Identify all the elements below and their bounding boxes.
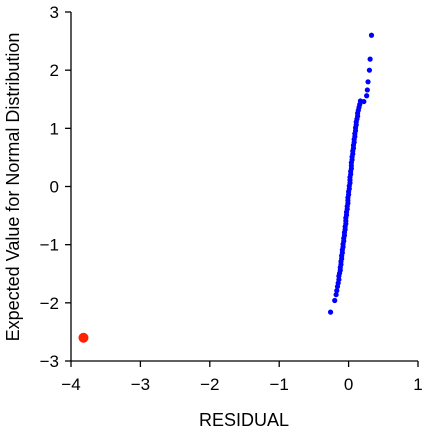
y-tick-label: −1 [40, 236, 59, 255]
x-tick-label: −1 [270, 375, 289, 394]
y-tick-label: 2 [50, 61, 59, 80]
residual-point [364, 93, 370, 99]
residual-point [327, 309, 334, 315]
x-tick-label: −4 [61, 375, 80, 394]
x-axis-title: RESIDUAL [199, 410, 289, 430]
data-points [78, 32, 375, 343]
y-tick-label: 3 [50, 3, 59, 22]
x-tick-label: 0 [344, 375, 353, 394]
residual-point [366, 67, 373, 73]
residual-point [333, 292, 339, 298]
y-tick-label: 0 [50, 178, 59, 197]
x-tick-label: 1 [413, 375, 422, 394]
residual-point [364, 87, 370, 93]
y-axis-title: Expected Value for Normal Distribution [3, 33, 23, 342]
residual-point [334, 288, 340, 294]
y-axis-ticks: −3 −2 −1 0 1 2 3 [40, 3, 71, 371]
x-axis-ticks: −4 −3 −2 −1 0 1 [61, 361, 423, 394]
x-tick-label: −3 [131, 375, 150, 394]
plot-frame [70, 12, 418, 362]
y-tick-label: −2 [40, 294, 59, 313]
residual-point [365, 79, 371, 85]
residual-point [368, 32, 375, 38]
x-tick-label: −2 [200, 375, 219, 394]
y-tick-label: −3 [40, 352, 59, 371]
outlier-point [78, 332, 89, 343]
y-tick-label: 1 [50, 119, 59, 138]
residual-point [367, 56, 373, 62]
residual-point [361, 98, 367, 105]
residual-point [332, 297, 338, 304]
